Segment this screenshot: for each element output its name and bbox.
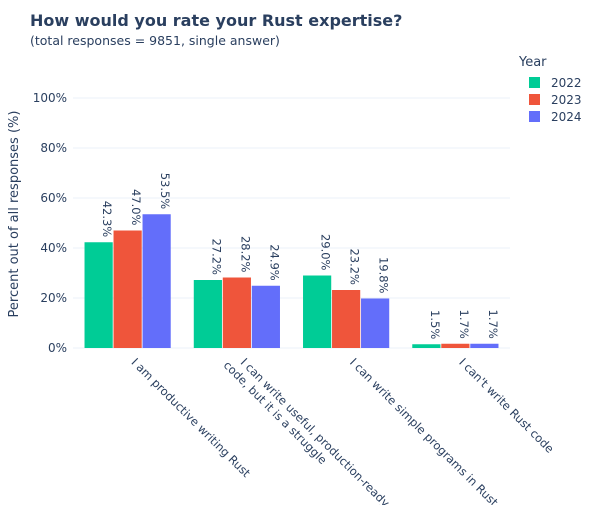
legend: Year 2022 2023 2024 xyxy=(518,55,582,124)
y-tick-label: 100% xyxy=(33,91,67,105)
bar-value-label: 53.5% xyxy=(158,173,172,210)
bars: 42.3% 27.2% 29.0% 1.5% 47.0% 28.2% 23.2% 1.7% 53… xyxy=(84,173,500,348)
bar-2022 xyxy=(412,344,441,348)
y-tick-label: 20% xyxy=(40,291,67,305)
bar-2023 xyxy=(441,343,470,348)
bar-2024 xyxy=(251,285,280,348)
bar-2024 xyxy=(470,343,499,348)
bar-2023 xyxy=(222,277,251,348)
bar-2024 xyxy=(142,214,171,348)
bar-2023 xyxy=(332,290,361,348)
legend-swatch-2022 xyxy=(529,77,540,88)
bar-2023 xyxy=(113,230,142,348)
chart-title: How would you rate your Rust expertise? xyxy=(30,11,402,30)
y-tick-label: 0% xyxy=(48,341,67,355)
bar-2024 xyxy=(361,298,390,348)
legend-title: Year xyxy=(518,55,547,70)
bar-2022 xyxy=(303,275,332,348)
legend-label: 2023 xyxy=(551,93,582,107)
bar-value-label: 1.5% xyxy=(428,310,442,339)
legend-swatch-2024 xyxy=(529,111,540,122)
bar-2022 xyxy=(84,242,113,348)
chart-subtitle: (total responses = 9851, single answer) xyxy=(30,33,280,48)
bar-value-label: 23.2% xyxy=(348,248,362,285)
bar-value-label: 29.0% xyxy=(319,234,333,271)
bar-value-label: 19.8% xyxy=(377,257,391,294)
legend-swatch-2023 xyxy=(529,94,540,105)
legend-label: 2024 xyxy=(551,110,582,124)
y-axis-title: Percent out of all responses (%) xyxy=(7,111,22,318)
bar-value-label: 47.0% xyxy=(129,189,143,226)
legend-label: 2022 xyxy=(551,76,582,90)
bar-2022 xyxy=(193,280,222,348)
bar-value-label: 27.2% xyxy=(209,238,223,275)
bar-value-label: 1.7% xyxy=(457,310,471,339)
y-tick-label: 60% xyxy=(40,191,67,205)
y-tick-label: 40% xyxy=(40,241,67,255)
x-tick-label: I can't write Rust code xyxy=(456,355,557,456)
bar-value-label: 42.3% xyxy=(100,201,114,238)
bar-value-label: 24.9% xyxy=(267,244,281,281)
bar-value-label: 28.2% xyxy=(238,236,252,273)
bar-value-label: 1.7% xyxy=(486,310,500,339)
y-axis-ticks: 0% 20% 40% 60% 80% 100% xyxy=(33,91,67,355)
y-tick-label: 80% xyxy=(40,141,67,155)
